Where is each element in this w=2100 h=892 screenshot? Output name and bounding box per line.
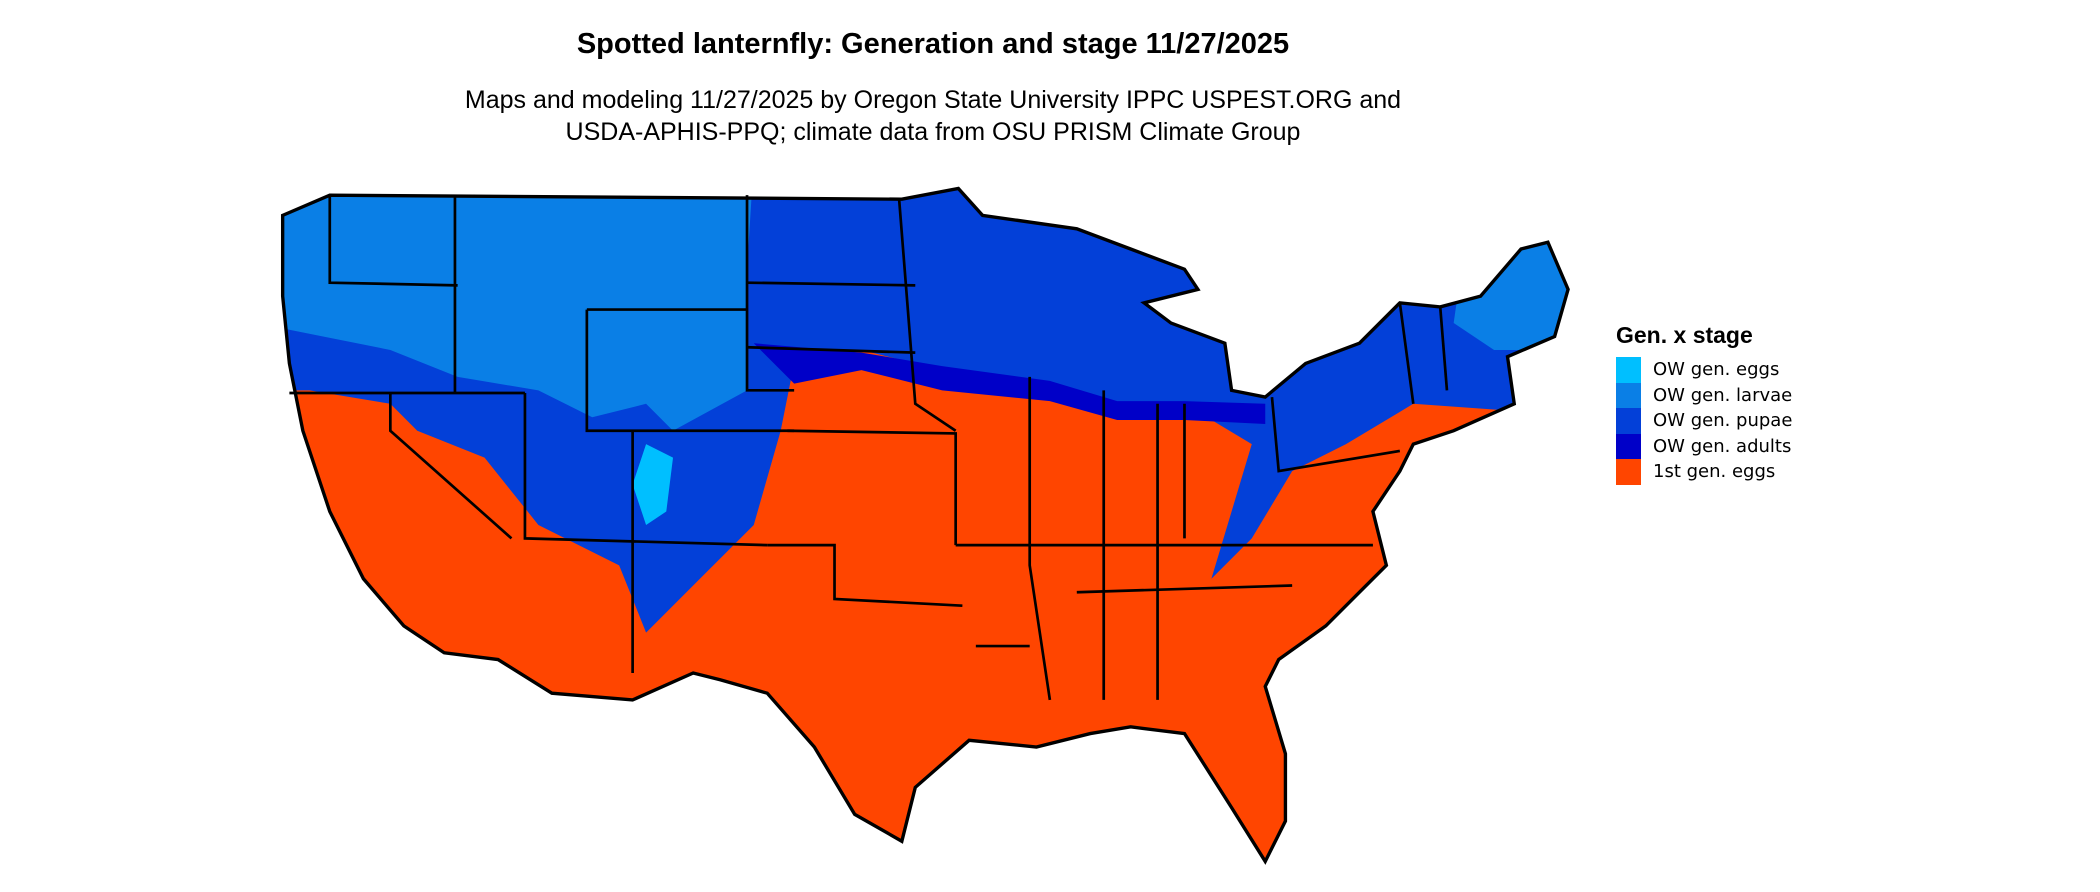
- legend-title: Gen. x stage: [1616, 322, 1753, 348]
- legend-swatch: [1616, 408, 1641, 434]
- subtitle-line-2: USDA-APHIS-PPQ; climate data from OSU PR…: [565, 118, 1301, 146]
- legend-swatch: [1616, 433, 1641, 459]
- region-ow-eggs: [632, 444, 673, 525]
- legend-item-ow-larvae: OW gen. larvae: [1616, 382, 1793, 408]
- legend-swatch: [1616, 357, 1641, 383]
- map-title: Spotted lanternfly: Generation and stage…: [576, 28, 1290, 60]
- legend-label: OW gen. larvae: [1653, 384, 1793, 406]
- legend-item-ow-adults: OW gen. adults: [1616, 433, 1792, 459]
- legend-swatch: [1616, 382, 1641, 408]
- region-ow-adults: [753, 343, 1266, 424]
- legend-label: 1st gen. eggs: [1653, 461, 1776, 483]
- map-subtitle: Maps and modeling 11/27/2025 by Oregon S…: [0, 84, 1866, 148]
- legend-item-ow-eggs: OW gen. eggs: [1616, 357, 1792, 383]
- subtitle-line-1: Maps and modeling 11/27/2025 by Oregon S…: [464, 86, 1402, 114]
- legend: Gen. x stage OW gen. eggs OW gen. larvae…: [1616, 322, 1792, 485]
- legend-label: OW gen. eggs: [1653, 359, 1780, 381]
- legend-item-1st-gen-eggs: 1st gen. eggs: [1616, 459, 1792, 485]
- legend-label: OW gen. adults: [1653, 435, 1792, 457]
- legend-swatch: [1616, 459, 1641, 485]
- state-borders: [289, 195, 1449, 701]
- legend-label: OW gen. pupae: [1653, 410, 1793, 432]
- legend-item-ow-pupae: OW gen. pupae: [1616, 408, 1792, 434]
- region-ow-larvae: [282, 188, 754, 431]
